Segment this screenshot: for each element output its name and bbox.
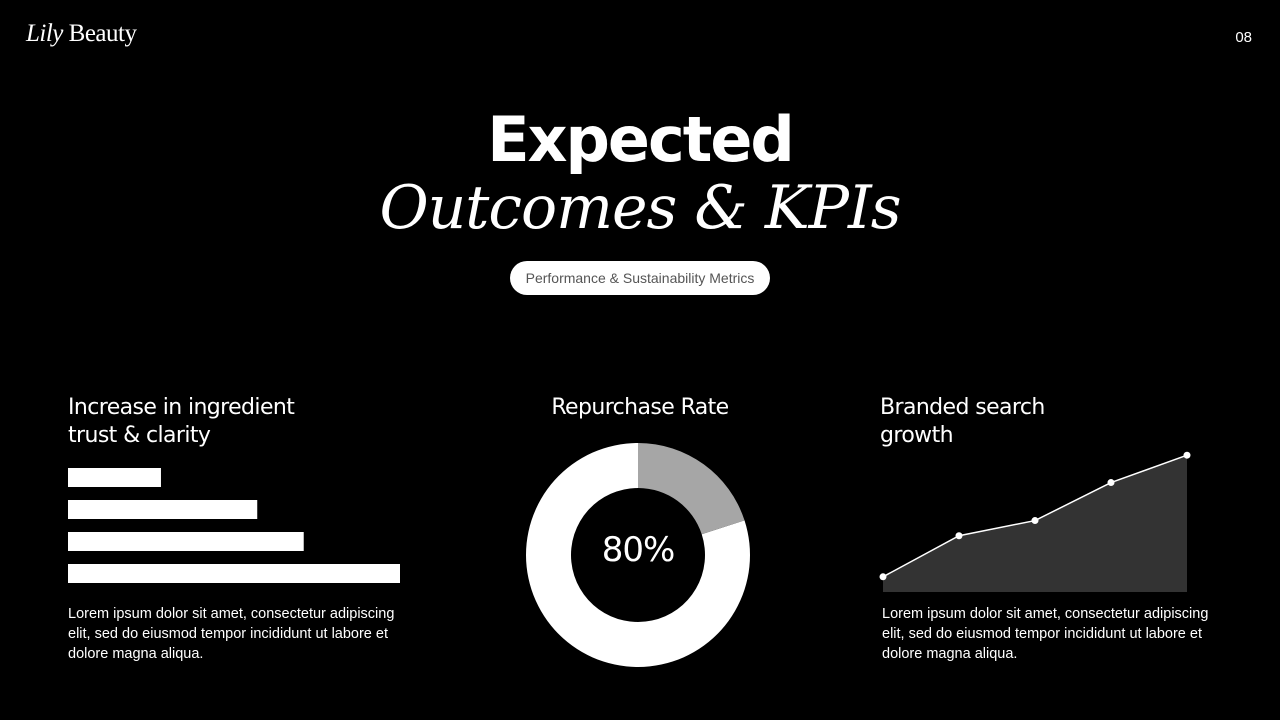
- kpi-title-branded-search-line2: growth: [880, 423, 954, 448]
- page-title-line2: Outcomes & KPIs: [379, 173, 901, 243]
- donut-slice-main: [526, 443, 750, 667]
- kpi-title-repurchase: Repurchase Rate: [551, 395, 729, 420]
- ingredient-trust-bar-chart: [68, 468, 400, 583]
- kpi-title-ingredient-trust: Increase in ingredient trust & clarity: [68, 394, 295, 450]
- bar-4: [68, 564, 400, 583]
- kpi-description-ingredient-trust: Lorem ipsum dolor sit amet, consectetur …: [68, 606, 395, 662]
- kpi-title-ingredient-trust-line2: trust & clarity: [68, 423, 211, 448]
- brand-word-lily: Lily: [26, 20, 63, 47]
- data-point-5: [1183, 451, 1191, 459]
- page-number: 08: [1235, 29, 1252, 46]
- kpi-description-branded-search: Lorem ipsum dolor sit amet, consectetur …: [882, 606, 1209, 662]
- branded-search-area-chart: [879, 451, 1191, 592]
- kpi-title-branded-search-line1: Branded search: [880, 395, 1045, 420]
- bar-2: [68, 500, 258, 519]
- donut-center-label: 80%: [601, 530, 676, 570]
- data-point-1: [879, 573, 887, 581]
- kpi-title-ingredient-trust-line1: Increase in ingredient: [68, 395, 295, 420]
- bar-3: [68, 532, 304, 551]
- donut-slice-remainder: [638, 443, 745, 535]
- data-point-3: [1031, 517, 1039, 525]
- bar-1: [68, 468, 161, 487]
- page-title-line1: Expected: [487, 103, 795, 176]
- brand-logo: Lily Beauty: [26, 20, 137, 48]
- data-point-2: [955, 532, 963, 540]
- kpi-title-branded-search: Branded search growth: [880, 394, 1045, 450]
- repurchase-donut-chart: [526, 443, 750, 667]
- brand-word-beauty: Beauty: [68, 20, 137, 47]
- subtitle-pill: Performance & Sustainability Metrics: [510, 261, 770, 295]
- data-point-4: [1107, 479, 1115, 487]
